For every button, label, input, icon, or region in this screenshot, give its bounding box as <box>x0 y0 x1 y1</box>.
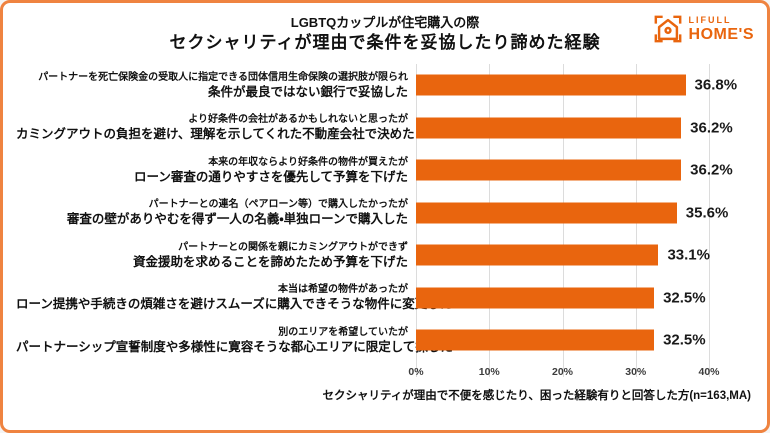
bar <box>416 329 655 351</box>
bar-row: パートナーとの関係を親にカミングアウトができず 資金援助を求めることを諦めたため予… <box>16 234 767 277</box>
bar-category-subline: より好条件の会社があるかもしれないと思ったが <box>188 114 408 126</box>
logo-brand-top: LIFULL <box>688 14 732 25</box>
bar-row: 本当は希望の物件があったが ローン提携や手続きの煩雑さを避けスムーズに購入できそう… <box>16 277 767 320</box>
bar-value-label: 35.6% <box>685 204 729 222</box>
bar-category-mainline: 条件が最良ではない銀行で妥協した <box>207 84 408 99</box>
bar-track: 36.2% <box>416 107 767 150</box>
bar <box>416 287 655 309</box>
x-tick-label: 30% <box>625 365 647 378</box>
bar-category-mainline: 審査の壁がありやむを得ず一人の名義・単独ローンで購入した <box>66 212 408 227</box>
logo-brand-bottom: HOME'S <box>688 25 754 43</box>
bar-category-subline: パートナーとの連名（ペアローン等）で購入したかったが <box>148 199 408 211</box>
bar-track: 33.1% <box>416 234 767 277</box>
bar-category-mainline: パートナーシップ宣誓制度や多様性に寛容そうな都心エリアに限定して探した <box>16 339 453 354</box>
bar-category-mainline: ローン提携や手続きの煩雑さを避けスムーズに購入できそうな物件に変更した <box>16 297 453 312</box>
bar-category-subline: 本当は希望の物件があったが <box>278 284 408 296</box>
plot-rows: パートナーを死亡保険金の受取人に指定できる団体信用生命保険の選択肢が限られ 条件が… <box>16 64 767 362</box>
logo-wordmark: LIFULL HOME'S <box>688 14 754 43</box>
lifull-homes-logo: LIFULL HOME'S <box>653 14 754 44</box>
bar-value-label: 32.5% <box>663 289 706 307</box>
bar-category-label: 別のエリアを希望していたが パートナーシップ宣誓制度や多様性に寛容そうな都心エリア… <box>16 326 453 355</box>
bar <box>416 74 686 96</box>
bar-track: 36.8% <box>416 64 767 107</box>
bar-row: 別のエリアを希望していたが パートナーシップ宣誓制度や多様性に寛容そうな都心エリア… <box>16 319 767 362</box>
x-axis-ticks: 0% 10% 20% 30% 40% <box>408 362 719 380</box>
footnote: セクシャリティが理由で不便を感じたり、困った経験有りと回答した方(n=163,M… <box>322 389 751 402</box>
bar-value-label: 36.8% <box>694 76 738 94</box>
bar-track: 32.5% <box>416 319 767 362</box>
bar <box>416 244 659 266</box>
bar-row: パートナーを死亡保険金の受取人に指定できる団体信用生命保険の選択肢が限られ 条件が… <box>16 64 767 107</box>
bar <box>416 117 682 139</box>
bar-value-label: 33.1% <box>667 246 710 264</box>
x-tick-label: 40% <box>698 365 720 378</box>
bar-value-label: 36.2% <box>690 161 733 179</box>
bar-chart: パートナーを死亡保険金の受取人に指定できる団体信用生命保険の選択肢が限られ 条件が… <box>3 64 767 380</box>
bar-category-label: 本来の年収ならより好条件の物件が買えたが ローン審査の通りやすさを優先して予算を下… <box>16 156 416 185</box>
bar-category-label: パートナーとの連名（ペアローン等）で購入したかったが 審査の壁がありやむを得ず一人… <box>16 198 416 227</box>
bar-category-label: 本当は希望の物件があったが ローン提携や手続きの煩雑さを避けスムーズに購入できそう… <box>16 283 453 312</box>
bar-value-label: 32.5% <box>663 331 706 349</box>
bar <box>416 159 682 181</box>
bar-category-label: パートナーを死亡保険金の受取人に指定できる団体信用生命保険の選択肢が限られ 条件が… <box>16 71 416 100</box>
x-tick-label: 10% <box>478 365 500 378</box>
chart-title-line2: セクシャリティが理由で条件を妥協したり諦めた経験 <box>169 33 601 52</box>
bar <box>416 202 677 224</box>
bar-category-subline: 別のエリアを希望していたが <box>278 326 408 338</box>
bar-track: 35.6% <box>416 192 767 235</box>
bar-row: より好条件の会社があるかもしれないと思ったが カミングアウトの負担を避け、理解を示… <box>16 107 767 150</box>
header: LGBTQカップルが住宅購入の際 セクシャリティが理由で条件を妥協したり諦めた経… <box>3 3 767 55</box>
chart-title-line1: LGBTQカップルが住宅購入の際 <box>290 15 480 30</box>
bar-category-subline: パートナーを死亡保険金の受取人に指定できる団体信用生命保険の選択肢が限られ <box>38 71 408 83</box>
bar-category-mainline: ローン審査の通りやすさを優先して予算を下げた <box>133 169 408 184</box>
bar-row: パートナーとの連名（ペアローン等）で購入したかったが 審査の壁がありやむを得ず一人… <box>16 192 767 235</box>
bar-row: 本来の年収ならより好条件の物件が買えたが ローン審査の通りやすさを優先して予算を下… <box>16 149 767 192</box>
x-tick-label: 20% <box>551 365 574 378</box>
bar-category-mainline: 資金援助を求めることを諦めたため予算を下げた <box>132 254 408 269</box>
house-in-brackets-icon <box>653 14 683 44</box>
bar-category-label: より好条件の会社があるかもしれないと思ったが カミングアウトの負担を避け、理解を示… <box>16 113 416 142</box>
bar-category-subline: 本来の年収ならより好条件の物件が買えたが <box>208 156 408 168</box>
bar-category-label: パートナーとの関係を親にカミングアウトができず 資金援助を求めることを諦めたため予… <box>16 241 416 270</box>
x-tick-label: 0% <box>408 365 424 378</box>
bar-track: 32.5% <box>416 277 767 320</box>
bar-category-mainline: カミングアウトの負担を避け、理解を示してくれた不動産会社で決めた <box>16 127 415 142</box>
bar-category-subline: パートナーとの関係を親にカミングアウトができず <box>178 241 408 253</box>
bar-value-label: 36.2% <box>690 119 733 137</box>
bar-track: 36.2% <box>416 149 767 192</box>
